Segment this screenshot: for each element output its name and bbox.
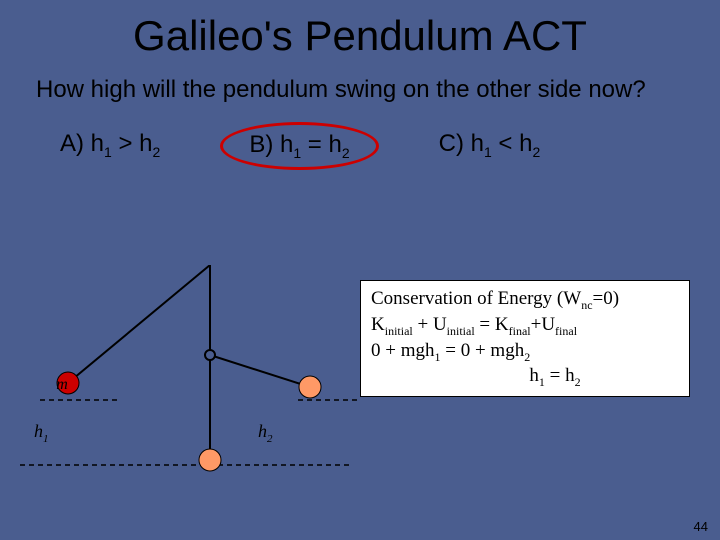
string-left [68, 265, 210, 383]
option-a-op: > h [112, 130, 153, 157]
expl-l1-sub: nc [581, 298, 592, 312]
expl-l2-s2: initial [447, 324, 475, 338]
explanation-box: Conservation of Energy (Wnc=0) Kinitial … [360, 280, 690, 397]
expl-l4-a: h [529, 365, 539, 386]
option-c-sub2: 2 [532, 144, 540, 160]
option-a: A) h1 > h2 [60, 130, 160, 170]
expl-l2-s1: initial [385, 324, 413, 338]
expl-l2-s3: final [509, 324, 531, 338]
expl-l3-a: 0 + mgh [371, 340, 435, 361]
expl-l3-b: = 0 + mgh [441, 340, 525, 361]
peg-icon [205, 350, 215, 360]
expl-l4-s2: 2 [575, 375, 581, 389]
expl-line2: Kinitial + Uinitial = Kfinal+Ufinal [371, 313, 679, 339]
option-a-prefix: A) h [60, 130, 104, 157]
bob-right [299, 376, 321, 398]
label-h1-sub: 1 [43, 433, 49, 445]
expl-l1-a: Conservation of Energy (W [371, 288, 581, 309]
expl-line3: 0 + mgh1 = 0 + mgh2 [371, 339, 679, 365]
option-c-sub1: 1 [484, 144, 492, 160]
option-b-op: = h [301, 131, 342, 158]
question-text: How high will the pendulum swing on the … [0, 60, 720, 102]
label-h2: h2 [258, 421, 273, 445]
expl-line4: h1 = h2 [371, 364, 679, 390]
expl-l2-b: + U [413, 314, 447, 335]
option-b-sub2: 2 [342, 145, 350, 161]
slide-title: Galileo's Pendulum ACT [0, 0, 720, 60]
options-row: A) h1 > h2 B) h1 = h2 C) h1 < h2 [0, 102, 720, 170]
option-c-prefix: C) h [439, 130, 484, 157]
label-h2-h: h [258, 421, 267, 441]
expl-l1-b: =0) [593, 288, 620, 309]
expl-l2-a: K [371, 314, 385, 335]
option-a-sub2: 2 [153, 144, 161, 160]
bob-lowest [199, 449, 221, 471]
slide-number: 44 [694, 519, 708, 534]
expl-l2-c: = K [475, 314, 509, 335]
label-h2-sub: 2 [267, 433, 273, 445]
expl-l2-s4: final [555, 324, 577, 338]
option-c: C) h1 < h2 [439, 130, 541, 170]
label-m: m [56, 376, 68, 393]
expl-l2-d: +U [531, 314, 555, 335]
option-b-prefix: B) h [249, 131, 293, 158]
expl-line1: Conservation of Energy (Wnc=0) [371, 287, 679, 313]
option-c-op: < h [492, 130, 533, 157]
string-right-lower [210, 355, 310, 387]
expl-l3-s2: 2 [524, 349, 530, 363]
option-b-highlighted: B) h1 = h2 [220, 122, 378, 170]
pendulum-diagram: m h1 h2 [20, 265, 360, 490]
option-b-sub1: 1 [293, 145, 301, 161]
option-a-sub1: 1 [104, 144, 112, 160]
expl-l4-b: = h [545, 365, 575, 386]
label-h1-h: h [34, 421, 43, 441]
label-h1: h1 [34, 421, 49, 445]
